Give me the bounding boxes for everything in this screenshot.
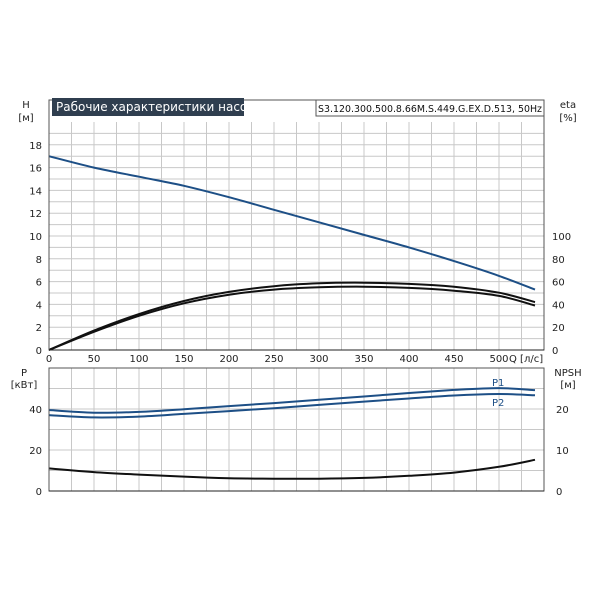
- y-tick-label-right-top: 0: [552, 346, 558, 357]
- power-curve-p1: [48, 387, 536, 414]
- series-label-p2: P2: [492, 398, 504, 409]
- efficiency-curve-1: [48, 281, 536, 351]
- y-axis-label-left-bottom-1: P: [21, 368, 27, 379]
- y-axis-label-right-top-2: [%]: [559, 113, 576, 124]
- frame-layer: [48, 99, 545, 492]
- y-axis-label-right-top-1: eta: [560, 100, 576, 111]
- y-tick-label-left-top: 8: [36, 255, 42, 266]
- y-tick-label-right-top: 80: [552, 255, 565, 266]
- head-curve: [48, 155, 536, 291]
- y-tick-label-left-top: 6: [36, 278, 42, 289]
- title-banner: [52, 98, 244, 116]
- x-tick-label: 250: [264, 354, 283, 365]
- y-axis-label-left-bottom-2: [кВт]: [11, 380, 38, 391]
- y-tick-label-left-top: 10: [29, 232, 42, 243]
- model-label: S3.120.300.500.8.66M.S.449.G.EX.D.513, 5…: [318, 104, 542, 115]
- series-layer: [48, 155, 536, 480]
- x-tick-label: 300: [309, 354, 328, 365]
- y-tick-label-right-top: 100: [552, 232, 571, 243]
- x-tick-label: 400: [399, 354, 418, 365]
- model-box: [315, 99, 545, 117]
- x-axis-label: Q [л/с]: [509, 354, 543, 365]
- y-axis-label-right-bottom-1: NPSH: [554, 368, 581, 379]
- chart-title: Рабочие характеристики насоса: [56, 100, 261, 114]
- x-tick-label: 500: [489, 354, 508, 365]
- y-tick-label-left-bottom: 40: [29, 405, 42, 416]
- x-tick-label: 50: [88, 354, 101, 365]
- tick-layer: 0 50 100 150 200 250 300 350 400 450 5000246810121…: [29, 141, 571, 498]
- y-tick-label-right-bottom: 20: [556, 405, 569, 416]
- x-tick-label: 350: [354, 354, 373, 365]
- x-tick-label: 0: [46, 354, 52, 365]
- x-tick-label: 450: [444, 354, 463, 365]
- y-tick-label-left-top: 2: [36, 323, 42, 334]
- power-curve-p2: [48, 392, 536, 419]
- y-tick-label-right-bottom: 10: [556, 446, 569, 457]
- y-tick-label-left-bottom: 0: [36, 487, 42, 498]
- y-axis-label-right-bottom-2: [м]: [560, 380, 575, 391]
- y-tick-label-left-bottom: 20: [29, 446, 42, 457]
- x-tick-label: 100: [129, 354, 148, 365]
- y-tick-label-left-top: 4: [36, 300, 42, 311]
- y-axis-label-left-top-1: H: [22, 100, 30, 111]
- y-tick-label-left-top: 0: [36, 346, 42, 357]
- y-tick-label-left-top: 12: [29, 209, 42, 220]
- y-tick-label-right-top: 40: [552, 300, 565, 311]
- npsh-curve: [48, 458, 536, 480]
- grid-layer: [49, 122, 544, 491]
- series-label-p1: P1: [492, 378, 504, 389]
- y-tick-label-left-top: 16: [29, 164, 42, 175]
- x-tick-label: 200: [219, 354, 238, 365]
- y-axis-label-left-top-2: [м]: [18, 113, 33, 124]
- x-tick-label: 150: [174, 354, 193, 365]
- efficiency-curve-2: [48, 285, 536, 351]
- y-tick-label-right-top: 60: [552, 278, 565, 289]
- y-tick-label-right-bottom: 0: [556, 487, 562, 498]
- y-tick-label-right-top: 20: [552, 323, 565, 334]
- y-tick-label-left-top: 14: [29, 186, 42, 197]
- y-tick-label-left-top: 18: [29, 141, 42, 152]
